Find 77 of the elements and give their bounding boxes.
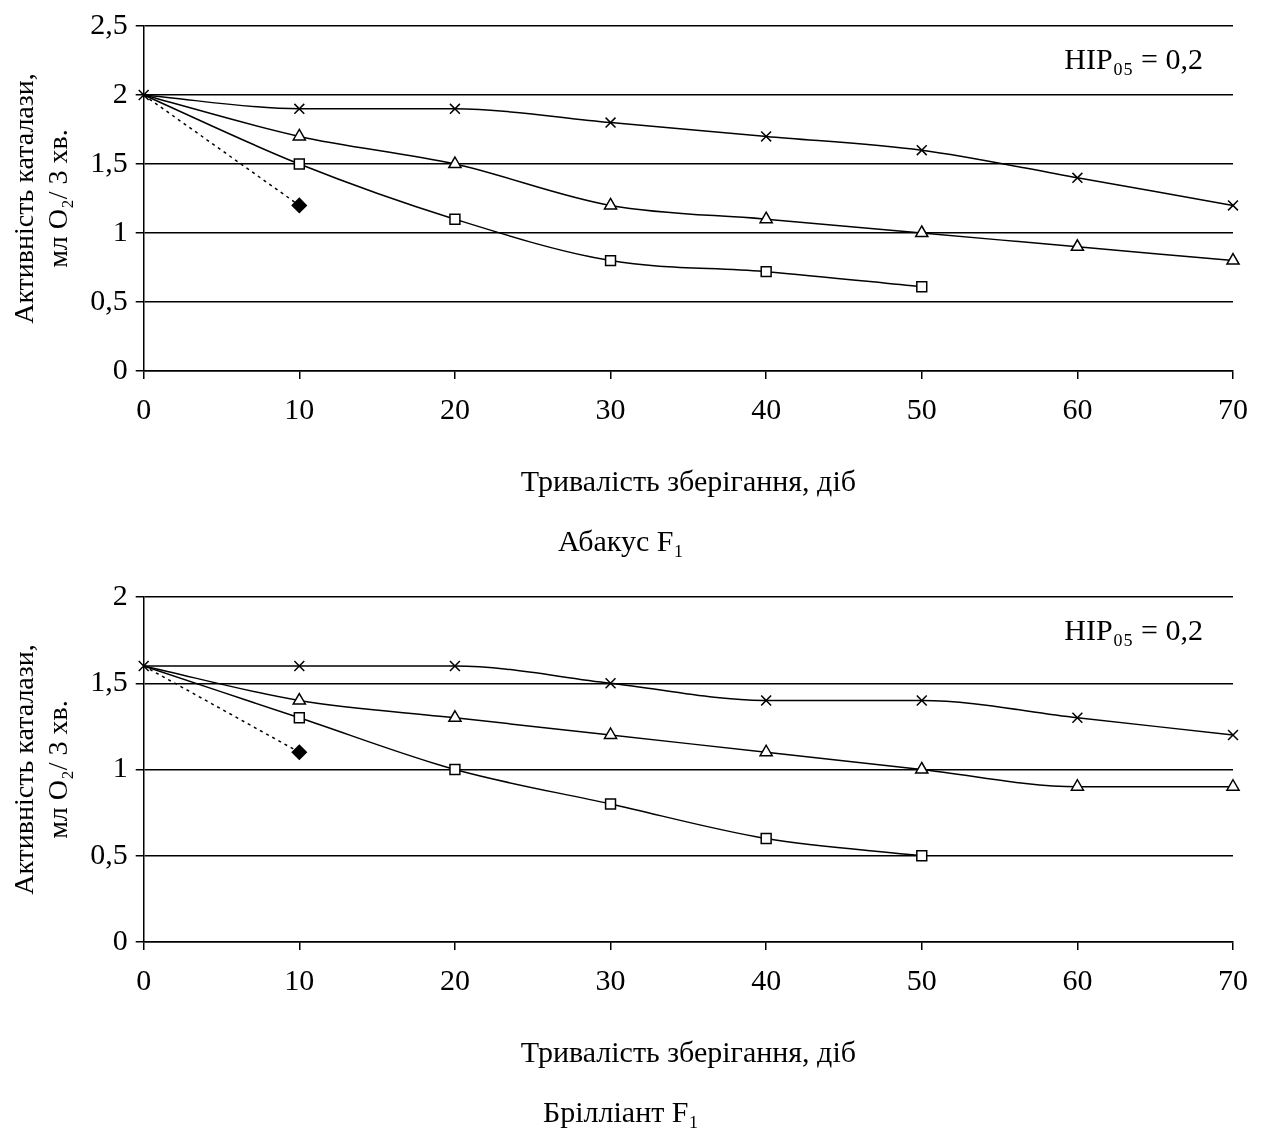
point xyxy=(293,660,306,672)
x-axis-title: Тривалість зберігання, діб xyxy=(520,463,856,497)
y-tick-label: 0 xyxy=(112,351,128,385)
annotation: НІР₀₅ = 0,2 xyxy=(1064,612,1203,646)
x-tick-label: 60 xyxy=(1062,391,1093,425)
point xyxy=(914,761,929,774)
x-tick-label: 40 xyxy=(751,962,782,996)
point xyxy=(291,197,308,214)
point xyxy=(1227,199,1239,212)
point xyxy=(1071,712,1084,724)
x-tick-label: 50 xyxy=(906,962,937,996)
point xyxy=(603,197,618,210)
x-tick-label: 20 xyxy=(439,962,470,996)
x-tick-label: 30 xyxy=(595,962,626,996)
point xyxy=(604,254,617,267)
x-tick-label: 30 xyxy=(595,391,626,425)
point xyxy=(914,225,929,238)
x-axis-title: Тривалість зберігання, діб xyxy=(520,1034,856,1068)
point xyxy=(603,727,618,740)
y-tick-label: 2 xyxy=(112,75,128,109)
point xyxy=(916,850,928,862)
y-tick-label: 2 xyxy=(112,577,128,611)
point xyxy=(604,798,617,810)
point xyxy=(293,103,306,115)
x-tick-label: 50 xyxy=(906,391,937,425)
x-tick-label: 70 xyxy=(1218,962,1248,996)
y-tick-label: 1,5 xyxy=(90,664,128,698)
point xyxy=(1226,779,1240,791)
x-tick-label: 70 xyxy=(1218,391,1248,425)
annotation: НІР₀₅ = 0,2 xyxy=(1064,41,1203,75)
x-tick-label: 10 xyxy=(284,962,315,996)
text: Абакус F₁ xyxy=(558,523,684,557)
text: Брілліант F₁ xyxy=(543,1094,699,1128)
point xyxy=(293,712,306,724)
point xyxy=(759,211,773,224)
y-tick-label: 0,5 xyxy=(90,282,128,316)
point xyxy=(448,710,462,722)
y-tick-label: 0,5 xyxy=(90,836,128,870)
point xyxy=(1070,239,1085,252)
x-tick-label: 20 xyxy=(439,391,470,425)
x-tick-label: 10 xyxy=(284,391,315,425)
y-tick-label: 2,5 xyxy=(90,6,128,40)
point xyxy=(759,744,773,757)
x-tick-label: 0 xyxy=(136,962,152,996)
y-axis-title: Активність каталази, мл O₂/ 3 хв. xyxy=(8,644,73,895)
y-tick-label: 0 xyxy=(112,922,128,956)
x-tick-label: 40 xyxy=(751,391,782,425)
point xyxy=(760,694,772,707)
point xyxy=(449,660,461,672)
point xyxy=(1071,172,1084,184)
y-tick-label: 1,5 xyxy=(90,144,128,178)
point xyxy=(292,128,307,141)
point xyxy=(916,144,928,156)
y-axis-title: Активність каталази, мл O₂/ 3 хв. xyxy=(8,73,73,324)
point xyxy=(760,832,772,845)
point xyxy=(604,116,617,129)
point xyxy=(1227,729,1239,741)
point xyxy=(448,156,462,169)
x-tick-label: 0 xyxy=(136,391,152,425)
point xyxy=(916,694,928,707)
y-tick-label: 1 xyxy=(112,750,128,784)
point xyxy=(449,103,461,115)
point xyxy=(916,281,928,293)
point xyxy=(449,213,461,225)
point xyxy=(760,265,772,278)
point xyxy=(292,692,307,705)
point xyxy=(760,130,772,143)
x-tick-label: 60 xyxy=(1062,962,1093,996)
point xyxy=(291,744,308,760)
point xyxy=(604,677,617,689)
y-tick-label: 1 xyxy=(112,213,128,247)
point xyxy=(1070,779,1085,791)
point xyxy=(138,660,150,672)
point xyxy=(1226,252,1240,265)
point xyxy=(293,158,306,170)
point xyxy=(138,89,150,101)
point xyxy=(449,763,461,776)
